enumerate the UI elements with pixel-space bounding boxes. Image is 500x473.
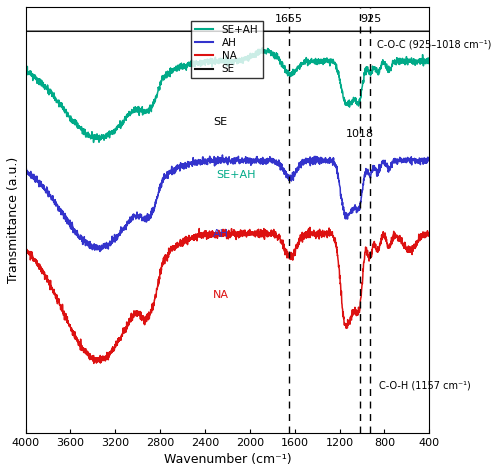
SE+AH xyxy=(219,58,225,63)
SE+AH xyxy=(90,140,96,145)
NA xyxy=(341,314,347,320)
AH xyxy=(22,168,28,174)
SE xyxy=(414,28,420,34)
SE+AH xyxy=(22,65,28,70)
SE+AH xyxy=(341,97,347,103)
Text: C-O-H (1157 cm⁻¹): C-O-H (1157 cm⁻¹) xyxy=(379,380,470,390)
SE xyxy=(219,28,225,34)
AH xyxy=(341,208,347,213)
AH xyxy=(415,158,421,163)
X-axis label: Wavenumber (cm⁻¹): Wavenumber (cm⁻¹) xyxy=(164,453,291,466)
AH xyxy=(208,156,214,161)
Legend: SE+AH, AH, NA, SE: SE+AH, AH, NA, SE xyxy=(190,21,262,79)
Text: AH: AH xyxy=(213,229,229,239)
SE xyxy=(414,28,420,34)
SE+AH xyxy=(259,45,265,51)
SE xyxy=(208,28,214,34)
NA xyxy=(22,246,28,252)
SE xyxy=(22,28,28,34)
NA xyxy=(43,275,49,280)
SE+AH xyxy=(208,60,214,66)
Line: NA: NA xyxy=(26,228,429,363)
Text: NA: NA xyxy=(213,290,229,300)
NA xyxy=(426,230,432,236)
SE+AH xyxy=(43,85,49,91)
AH xyxy=(219,157,225,162)
SE+AH xyxy=(426,60,432,66)
SE xyxy=(43,28,49,34)
AH xyxy=(415,158,421,164)
Line: AH: AH xyxy=(26,155,429,252)
Text: C-O-C (925–1018 cm⁻¹): C-O-C (925–1018 cm⁻¹) xyxy=(376,40,491,50)
Y-axis label: Transmittance (a.u.): Transmittance (a.u.) xyxy=(7,157,20,283)
NA xyxy=(91,360,97,366)
Text: 1655: 1655 xyxy=(274,14,302,24)
NA xyxy=(208,231,214,237)
SE+AH xyxy=(415,58,421,64)
Text: 1018: 1018 xyxy=(346,129,374,139)
AH xyxy=(220,152,226,158)
NA xyxy=(415,239,421,245)
AH xyxy=(43,187,49,193)
Text: 925: 925 xyxy=(360,14,381,24)
SE+AH xyxy=(415,59,421,65)
Text: SE: SE xyxy=(213,117,227,128)
Line: SE+AH: SE+AH xyxy=(26,48,429,142)
AH xyxy=(426,155,432,160)
NA xyxy=(307,225,313,230)
NA xyxy=(219,233,225,239)
Text: SE+AH: SE+AH xyxy=(216,170,256,180)
AH xyxy=(97,249,103,254)
SE xyxy=(340,28,346,34)
NA xyxy=(415,238,421,244)
SE xyxy=(426,28,432,34)
